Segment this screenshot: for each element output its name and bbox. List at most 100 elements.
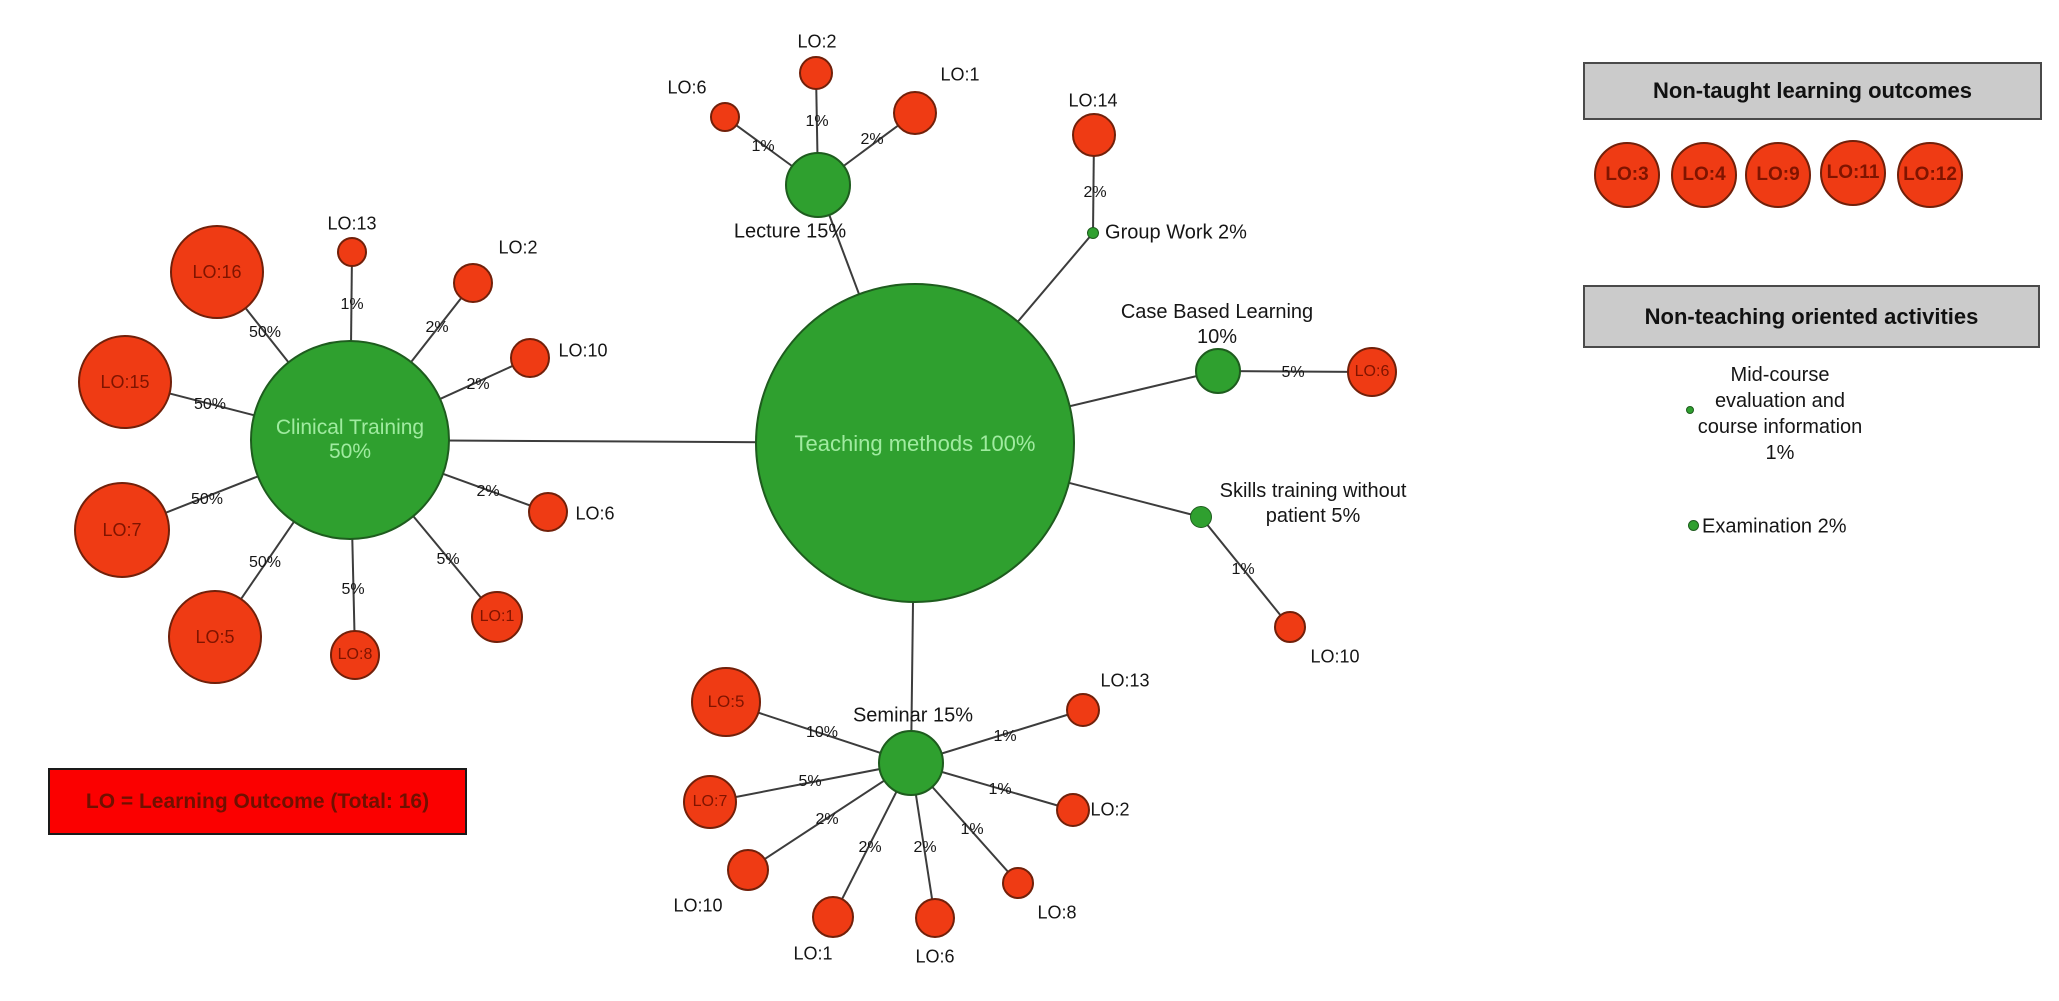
weight-clinical-lo1: 5%	[436, 551, 460, 568]
weight-case-based-lo6: 5%	[1281, 364, 1305, 381]
node-seminar-lo6	[915, 898, 955, 938]
node-case-based-lo6: LO:6	[1347, 347, 1397, 397]
node-clinical-lo15: LO:15	[78, 335, 172, 429]
weight-clinical-lo7: 50%	[190, 491, 224, 508]
seminar-label: Seminar 15%	[852, 704, 974, 727]
label-lecture-lo2: LO:2	[797, 31, 837, 52]
mid-course-line1: Mid-course	[1730, 364, 1830, 386]
weight-seminar-lo7: 5%	[798, 773, 822, 790]
label-clinical-lo10: LO:10	[558, 340, 608, 361]
weight-lecture-lo6: 1%	[751, 138, 775, 155]
node-case-based-learning	[1195, 348, 1241, 394]
node-lecture-lo6	[710, 102, 740, 132]
case-based-label-line2: 10%	[1196, 326, 1238, 348]
label-skills-lo10: LO:10	[1310, 646, 1360, 667]
weight-seminar-lo10: 2%	[815, 811, 839, 828]
node-panel-lo3: LO:3	[1594, 142, 1660, 208]
weight-clinical-lo10: 2%	[466, 376, 490, 393]
lecture-label: Lecture 15%	[733, 220, 847, 243]
node-lecture	[785, 152, 851, 218]
skills-label: Skills training without patient 5%	[1220, 479, 1407, 529]
node-clinical-lo16: LO:16	[170, 225, 264, 319]
node-skills-training	[1190, 506, 1212, 528]
weight-seminar-lo5: 10%	[805, 724, 839, 741]
mid-course-line4: 1%	[1765, 442, 1795, 464]
node-skills-lo10	[1274, 611, 1306, 643]
case-based-label: Case Based Learning 10%	[1121, 300, 1313, 350]
clinical-lo15-label: LO:15	[100, 371, 150, 392]
weight-lecture-lo2: 1%	[805, 113, 829, 130]
node-teaching-methods: Teaching methods 100%	[755, 283, 1075, 603]
panel-lo11-label: LO:11	[1826, 162, 1880, 183]
clinical-training-label: Clinical Training 50%	[275, 416, 425, 463]
node-clinical-lo7: LO:7	[74, 482, 170, 578]
node-lecture-lo1	[893, 91, 937, 135]
group-work-label: Group Work 2%	[1105, 221, 1247, 244]
label-clinical-lo13: LO:13	[327, 213, 377, 234]
panel-non-taught-header: Non-taught learning outcomes	[1583, 62, 2042, 120]
node-mid-course-dot	[1686, 406, 1694, 414]
seminar-lo7-label: LO:7	[692, 793, 728, 810]
node-panel-lo11: LO:11	[1820, 140, 1886, 206]
weight-lecture-lo1: 2%	[860, 131, 884, 148]
node-group-work	[1087, 227, 1099, 239]
label-lecture-lo6: LO:6	[667, 77, 707, 98]
weight-seminar-lo13: 1%	[993, 728, 1017, 745]
weight-seminar-lo6: 2%	[913, 839, 937, 856]
node-panel-lo9: LO:9	[1745, 142, 1811, 208]
label-seminar-lo1: LO:1	[793, 943, 833, 964]
node-clinical-lo2	[453, 263, 493, 303]
weight-clinical-lo2: 2%	[425, 319, 449, 336]
node-clinical-training: Clinical Training 50%	[250, 340, 450, 540]
weight-group-work-lo14: 2%	[1083, 184, 1107, 201]
label-clinical-lo6: LO:6	[575, 503, 615, 524]
weight-seminar-lo1: 2%	[858, 839, 882, 856]
node-seminar-lo1	[812, 896, 854, 938]
label-seminar-lo13: LO:13	[1100, 670, 1150, 691]
weight-seminar-lo8: 1%	[960, 821, 984, 838]
node-seminar-lo5: LO:5	[691, 667, 761, 737]
legend-text: LO = Learning Outcome (Total: 16)	[85, 789, 430, 813]
node-clinical-lo6	[528, 492, 568, 532]
label-seminar-lo6: LO:6	[915, 946, 955, 967]
node-clinical-lo5: LO:5	[168, 590, 262, 684]
label-seminar-lo10: LO:10	[673, 895, 723, 916]
edge-case-based-lo6	[1217, 370, 1373, 373]
weight-clinical-lo5: 50%	[248, 554, 282, 571]
panel-non-teaching-title: Non-teaching oriented activities	[1644, 303, 1979, 329]
weight-seminar-lo2: 1%	[988, 781, 1012, 798]
node-seminar-lo10	[727, 849, 769, 891]
node-examination-dot	[1688, 520, 1699, 531]
teaching-methods-label: Teaching methods 100%	[795, 429, 1036, 458]
clinical-lo5-label: LO:5	[195, 626, 235, 647]
mid-course-label: Mid-course evaluation and course informa…	[1698, 362, 1863, 466]
weight-clinical-lo15: 50%	[193, 396, 227, 413]
panel-non-taught-title: Non-taught learning outcomes	[1653, 78, 1972, 103]
edge-skills-lo10	[1200, 516, 1291, 628]
weight-clinical-lo16: 50%	[248, 324, 282, 341]
node-lecture-lo2	[799, 56, 833, 90]
weight-skills-lo10: 1%	[1231, 561, 1255, 578]
clinical-lo7-label: LO:7	[102, 519, 142, 540]
clinical-lo1-label: LO:1	[479, 608, 515, 625]
node-seminar-lo7: LO:7	[683, 775, 737, 829]
node-clinical-lo10	[510, 338, 550, 378]
skills-label-line1: Skills training without	[1219, 480, 1407, 502]
node-panel-lo12: LO:12	[1897, 142, 1963, 208]
label-seminar-lo2: LO:2	[1090, 799, 1130, 820]
legend-box: LO = Learning Outcome (Total: 16)	[48, 768, 467, 835]
node-clinical-lo8: LO:8	[330, 630, 380, 680]
panel-non-teaching-header: Non-teaching oriented activities	[1583, 285, 2040, 348]
teaching-methods-label-line2: 100%	[979, 430, 1036, 456]
teaching-methods-label-line1: Teaching methods	[794, 430, 974, 456]
weight-clinical-lo6: 2%	[476, 483, 500, 500]
panel-lo9-label: LO:9	[1756, 164, 1800, 185]
case-based-label-line1: Case Based Learning	[1120, 301, 1314, 323]
mid-course-line3: course information	[1697, 416, 1863, 438]
label-clinical-lo2: LO:2	[498, 237, 538, 258]
node-panel-lo4: LO:4	[1671, 142, 1737, 208]
seminar-lo5-label: LO:5	[707, 692, 745, 711]
case-based-lo6-label: LO:6	[1354, 363, 1390, 380]
node-seminar-lo13	[1066, 693, 1100, 727]
